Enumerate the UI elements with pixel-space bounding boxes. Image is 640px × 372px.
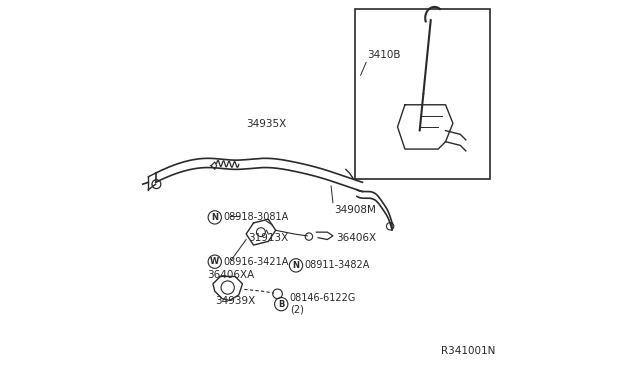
Text: R341001N: R341001N (441, 346, 495, 356)
Bar (355, 9, 490, 179)
Text: W: W (210, 257, 220, 266)
Text: 08916-3421A: 08916-3421A (223, 257, 289, 267)
Text: 36406X: 36406X (337, 233, 377, 243)
Text: 36406XA: 36406XA (207, 270, 255, 280)
Text: N: N (292, 261, 300, 270)
Text: 34939X: 34939X (215, 296, 255, 306)
Text: 08918-3081A: 08918-3081A (223, 212, 289, 222)
Text: 34935X: 34935X (246, 119, 287, 129)
Text: 08911-3482A: 08911-3482A (305, 260, 370, 270)
Text: 31913X: 31913X (248, 233, 288, 243)
Text: 34908M: 34908M (333, 205, 376, 215)
Text: 08146-6122G
(2): 08146-6122G (2) (290, 294, 356, 315)
Text: 3410B: 3410B (367, 51, 401, 61)
Text: B: B (278, 300, 284, 309)
Text: N: N (211, 213, 218, 222)
